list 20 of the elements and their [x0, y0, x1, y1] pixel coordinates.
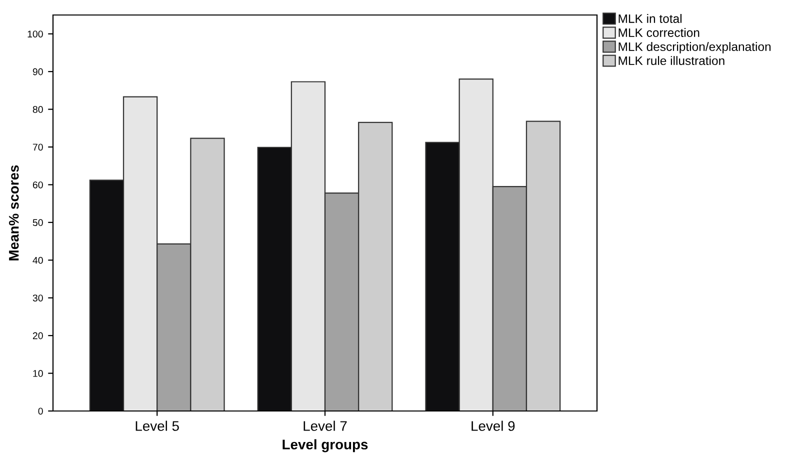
x-tick-label: Level 9: [472, 420, 515, 431]
y-tick-label: 70: [32, 144, 43, 151]
x-axis-title: Level groups: [282, 439, 368, 452]
legend-label: MLK in total: [618, 14, 682, 23]
legend-label: MLK rule illustration: [618, 56, 724, 66]
y-tick-label: 0: [38, 408, 43, 415]
x-tick-label: Level 5: [136, 420, 179, 431]
x-tick-label: Level 7: [304, 420, 347, 431]
y-tick-label: 50: [32, 219, 43, 226]
y-tick-label: 20: [32, 332, 43, 340]
y-tick-label: 100: [28, 30, 43, 38]
y-tick-label: 90: [32, 68, 43, 76]
y-axis-title: Mean% scores: [8, 165, 19, 260]
y-tick-label: 30: [32, 294, 43, 302]
legend-label: MLK description/explanation: [618, 42, 771, 54]
y-tick-label: 80: [32, 106, 43, 113]
y-tick-label: 40: [32, 256, 43, 264]
legend-label: MLK correction: [618, 28, 700, 37]
y-tick-label: 60: [32, 181, 43, 188]
y-tick-label: 10: [33, 370, 43, 377]
